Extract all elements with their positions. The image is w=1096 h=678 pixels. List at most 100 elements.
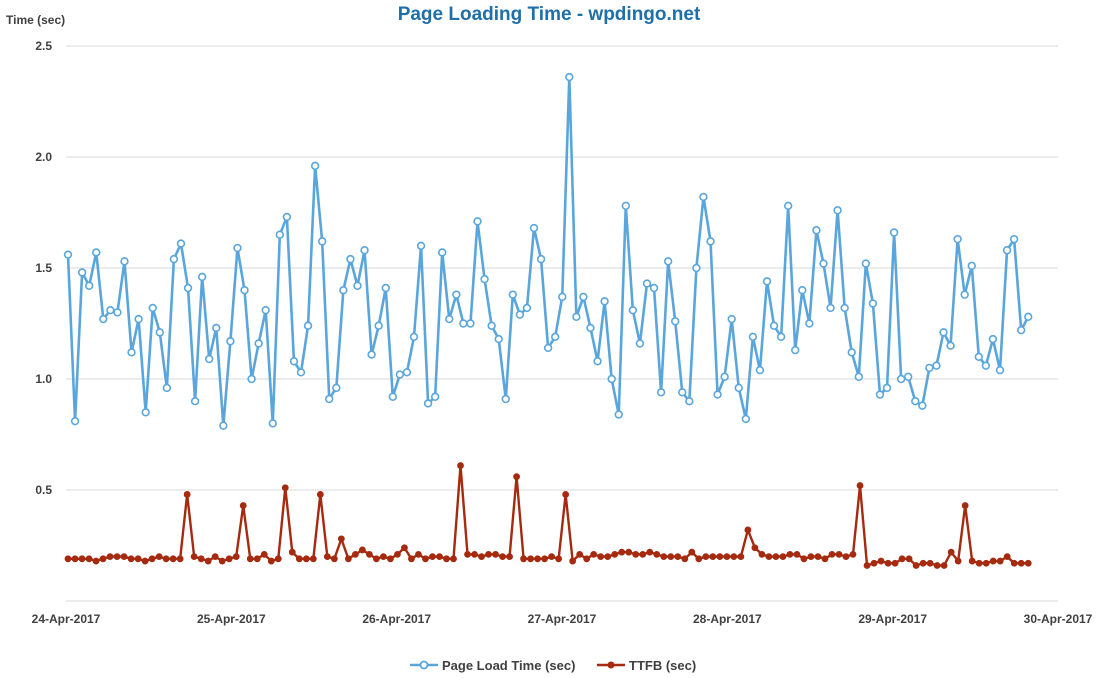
data-point (373, 555, 380, 563)
data-point (464, 550, 471, 558)
data-point (360, 246, 369, 255)
data-point (925, 363, 934, 373)
data-point (219, 421, 228, 430)
series-layer (63, 72, 1033, 569)
data-point (681, 555, 689, 563)
data-point (1010, 559, 1018, 567)
x-tick-label: 27-Apr-2017 (528, 612, 597, 626)
data-point (826, 303, 835, 313)
data-point (492, 550, 499, 558)
data-point (330, 555, 338, 563)
data-point (889, 228, 899, 237)
data-point (508, 290, 518, 299)
data-point (288, 548, 296, 556)
data-point (1009, 234, 1019, 244)
data-point (996, 557, 1004, 565)
data-point (849, 550, 857, 558)
data-point (296, 368, 306, 377)
data-point (281, 484, 289, 492)
data-point (702, 553, 710, 560)
data-point (162, 383, 172, 393)
data-point (205, 354, 214, 364)
data-point (197, 555, 205, 563)
data-point (632, 550, 640, 558)
data-point (597, 553, 605, 560)
data-point (346, 254, 355, 264)
data-point (967, 261, 976, 270)
data-point (565, 72, 574, 82)
data-point (478, 553, 485, 560)
data-point (607, 374, 616, 384)
data-point (70, 416, 80, 426)
data-point (317, 237, 327, 246)
data-point (423, 399, 433, 408)
data-point (953, 234, 962, 244)
data-point (120, 257, 129, 266)
data-point (579, 292, 588, 302)
data-point (791, 345, 800, 355)
data-point (730, 553, 738, 560)
data-point (274, 555, 282, 563)
data-point (332, 383, 341, 393)
data-point (600, 297, 609, 306)
data-point (674, 553, 682, 560)
y-axis-label: Time (sec) (6, 13, 65, 27)
data-point (134, 314, 143, 324)
data-point (534, 555, 542, 563)
data-point (918, 401, 927, 410)
data-point (896, 374, 906, 384)
series-line (68, 464, 1029, 567)
data-point (183, 283, 193, 293)
data-point (685, 397, 694, 406)
data-point (706, 237, 715, 246)
data-point (940, 562, 948, 569)
x-tick-label: 30-Apr-2017 (1024, 612, 1093, 626)
legend-label-ttfb: TTFB (sec) (629, 658, 696, 673)
data-point (678, 388, 687, 397)
data-point (176, 555, 184, 563)
data-point (833, 206, 842, 215)
data-point (218, 557, 226, 565)
data-point (995, 365, 1005, 375)
data-point (988, 334, 998, 344)
legend: Page Load Time (sec) TTFB (sec) (410, 658, 696, 673)
data-point (155, 328, 164, 337)
data-point (628, 305, 638, 315)
data-point (520, 555, 527, 563)
data-point (572, 312, 581, 322)
data-point (443, 555, 450, 563)
data-point (309, 555, 317, 563)
series-line (66, 75, 1030, 427)
data-point (961, 502, 969, 509)
data-point (604, 553, 612, 560)
data-point (127, 555, 135, 563)
data-point (989, 557, 997, 565)
data-point (71, 555, 79, 563)
data-point (275, 230, 285, 239)
data-point (663, 257, 673, 266)
data-point (148, 555, 156, 563)
data-point (614, 410, 623, 419)
data-point (480, 274, 489, 284)
data-point (247, 374, 256, 384)
x-tick-label: 28-Apr-2017 (693, 612, 762, 626)
data-point (550, 332, 560, 342)
data-point (548, 553, 556, 560)
data-point (800, 555, 808, 563)
data-point (786, 550, 794, 558)
data-point (543, 343, 553, 353)
data-point (212, 323, 221, 333)
data-point (141, 557, 149, 565)
data-point (635, 339, 645, 348)
data-point (709, 553, 717, 560)
x-tick-label: 24-Apr-2017 (32, 612, 101, 626)
data-point (513, 473, 520, 481)
data-point (744, 526, 752, 534)
y-tick-label: 1.0 (35, 372, 52, 386)
data-point (812, 226, 821, 235)
data-point (688, 548, 696, 556)
data-point (260, 550, 268, 558)
data-point (253, 555, 261, 563)
data-point (485, 550, 492, 558)
